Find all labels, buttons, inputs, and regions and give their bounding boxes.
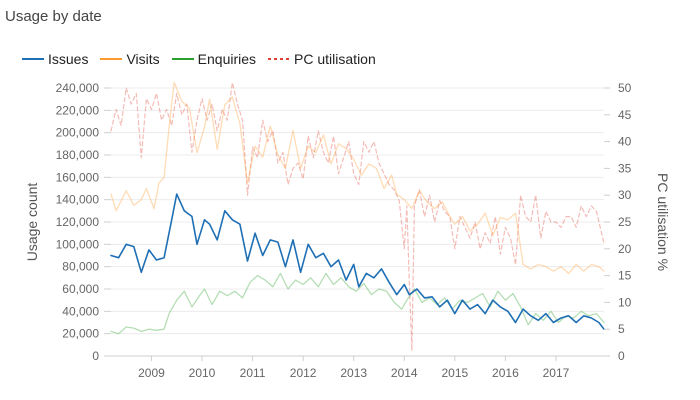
y-tick-label: 0 [92, 349, 99, 363]
y-tick-label: 40,000 [62, 304, 99, 318]
y-tick-label: 100,000 [56, 237, 100, 251]
x-tick-label: 2012 [290, 366, 317, 380]
y-tick-label: 160,000 [56, 170, 100, 184]
y-tick-label: 220,000 [56, 103, 100, 117]
y-tick-label: 80,000 [62, 260, 99, 274]
series-layer [111, 82, 604, 350]
y-tick-label: 200,000 [56, 126, 100, 140]
y-tick-label: 120,000 [56, 215, 100, 229]
y2-tick-label: 45 [618, 108, 632, 122]
y-tick-label: 240,000 [56, 81, 100, 95]
y2-tick-label: 35 [618, 161, 632, 175]
axis-layer: 0 20,000 40,000 60,000 80,000 100,000 120,000 1… [56, 81, 632, 380]
y2-tick-label: 25 [618, 215, 632, 229]
x-tick-label: 2014 [391, 366, 418, 380]
y2-tick-label: 40 [618, 135, 632, 149]
series-line-issues [111, 194, 604, 329]
y2-tick-label: 30 [618, 188, 632, 202]
y-tick-label: 140,000 [56, 193, 100, 207]
y-axis-title: Usage count [24, 183, 40, 262]
y2-axis-title: PC utilisation % [655, 173, 671, 271]
x-tick-label: 2011 [240, 366, 266, 380]
y-tick-label: 180,000 [56, 148, 100, 162]
y2-tick-label: 10 [618, 295, 632, 309]
y2-tick-label: 0 [618, 349, 625, 363]
y2-tick-label: 15 [618, 269, 632, 283]
y2-tick-label: 5 [618, 322, 625, 336]
series-line-pc-utilisation [111, 83, 604, 351]
x-tick-label: 2013 [340, 366, 367, 380]
x-tick-label: 2010 [189, 366, 216, 380]
x-tick-label: 2015 [441, 366, 468, 380]
y2-tick-label: 20 [618, 242, 632, 256]
x-tick-label: 2017 [543, 366, 570, 380]
y2-tick-label: 50 [618, 81, 632, 95]
x-tick-label: 2016 [492, 366, 519, 380]
y-tick-label: 20,000 [62, 327, 99, 341]
y-tick-label: 60,000 [62, 282, 99, 296]
x-tick-label: 2009 [138, 366, 165, 380]
